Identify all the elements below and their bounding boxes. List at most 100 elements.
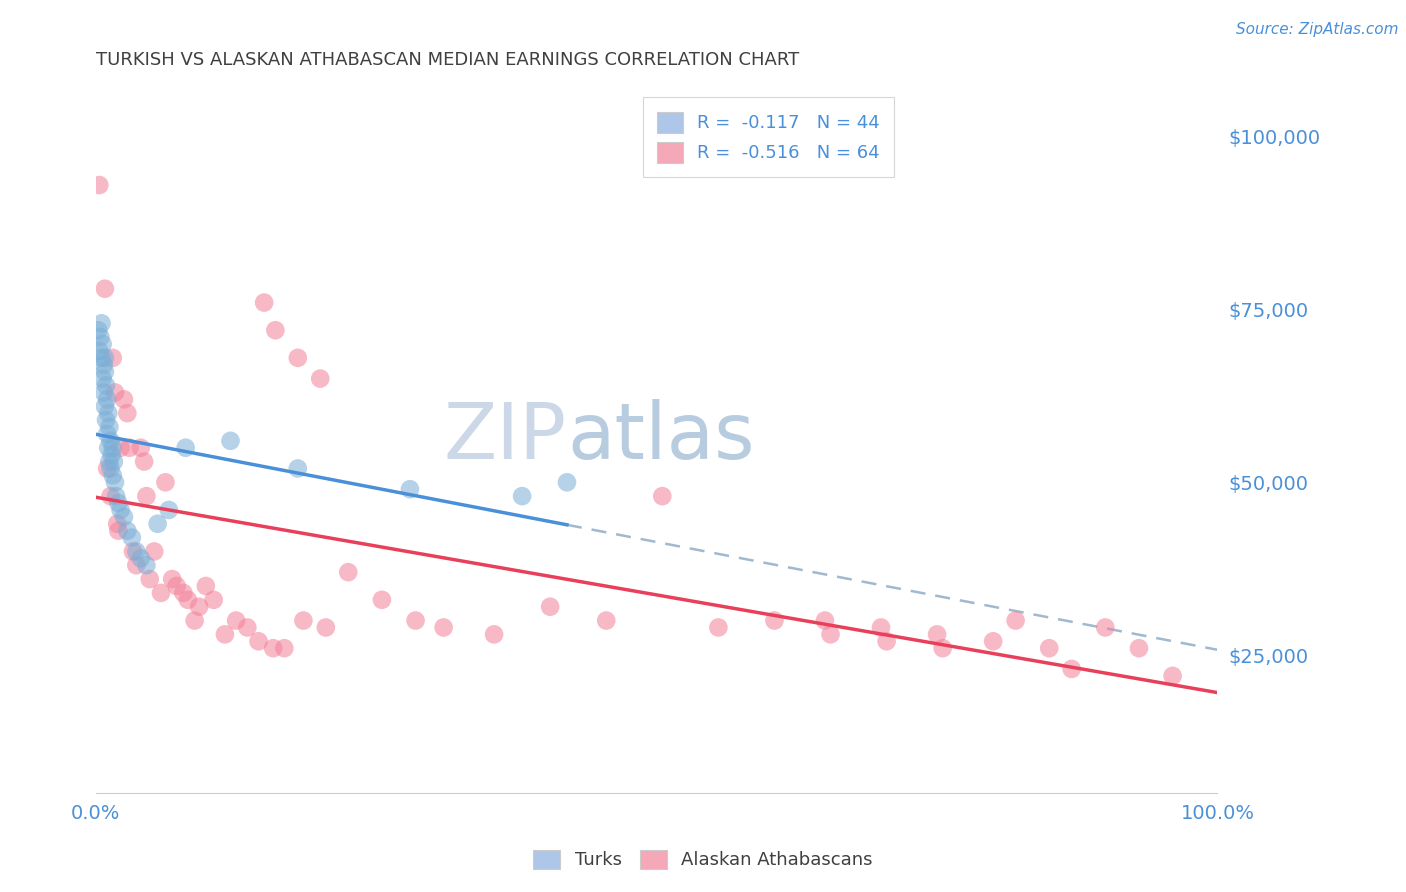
Point: [814, 614, 837, 628]
Point: [91, 371, 114, 385]
Point: [219, 434, 242, 448]
Point: [125, 544, 148, 558]
Point: [129, 441, 152, 455]
Point: [89, 330, 111, 344]
Point: [160, 572, 183, 586]
Point: [97, 406, 120, 420]
Point: [107, 524, 129, 538]
Point: [931, 641, 953, 656]
Text: ZIP: ZIP: [444, 400, 567, 475]
Point: [183, 614, 205, 628]
Point: [157, 503, 180, 517]
Point: [90, 351, 112, 365]
Point: [100, 448, 122, 462]
Point: [870, 620, 893, 634]
Point: [763, 614, 786, 628]
Point: [225, 614, 247, 628]
Point: [146, 516, 169, 531]
Text: atlas: atlas: [567, 400, 755, 475]
Point: [707, 620, 730, 634]
Point: [94, 282, 117, 296]
Point: [101, 351, 124, 365]
Point: [104, 475, 127, 490]
Point: [214, 627, 236, 641]
Text: Source: ZipAtlas.com: Source: ZipAtlas.com: [1236, 22, 1399, 37]
Point: [112, 392, 135, 407]
Point: [90, 316, 112, 330]
Point: [87, 323, 110, 337]
Point: [538, 599, 561, 614]
Point: [1128, 641, 1150, 656]
Point: [292, 614, 315, 628]
Point: [122, 544, 145, 558]
Point: [202, 592, 225, 607]
Point: [91, 337, 114, 351]
Point: [482, 627, 505, 641]
Point: [264, 323, 287, 337]
Point: [820, 627, 842, 641]
Point: [149, 586, 172, 600]
Point: [1060, 662, 1083, 676]
Point: [125, 558, 148, 573]
Point: [94, 399, 117, 413]
Point: [105, 489, 128, 503]
Point: [236, 620, 259, 634]
Point: [555, 475, 578, 490]
Point: [96, 461, 118, 475]
Point: [135, 558, 157, 573]
Point: [94, 365, 117, 379]
Point: [595, 614, 617, 628]
Point: [98, 420, 121, 434]
Point: [94, 351, 117, 365]
Point: [139, 572, 162, 586]
Point: [89, 343, 111, 358]
Point: [100, 434, 122, 448]
Point: [96, 392, 118, 407]
Point: [112, 509, 135, 524]
Point: [925, 627, 948, 641]
Point: [155, 475, 177, 490]
Point: [97, 441, 120, 455]
Point: [103, 454, 125, 468]
Point: [98, 454, 121, 468]
Point: [510, 489, 533, 503]
Point: [117, 524, 139, 538]
Point: [135, 489, 157, 503]
Point: [876, 634, 898, 648]
Legend: R =  -0.117   N = 44, R =  -0.516   N = 64: R = -0.117 N = 44, R = -0.516 N = 64: [643, 97, 894, 178]
Point: [247, 634, 270, 648]
Point: [174, 441, 197, 455]
Point: [262, 641, 284, 656]
Point: [110, 503, 132, 517]
Legend: Turks, Alaskan Athabascans: Turks, Alaskan Athabascans: [524, 841, 882, 879]
Point: [105, 516, 128, 531]
Point: [166, 579, 188, 593]
Point: [1004, 614, 1026, 628]
Point: [287, 351, 309, 365]
Point: [129, 551, 152, 566]
Point: [110, 441, 132, 455]
Point: [104, 385, 127, 400]
Point: [93, 385, 115, 400]
Point: [177, 592, 200, 607]
Point: [399, 482, 422, 496]
Point: [1161, 669, 1184, 683]
Point: [93, 358, 115, 372]
Point: [981, 634, 1004, 648]
Point: [96, 426, 118, 441]
Point: [117, 406, 139, 420]
Point: [143, 544, 166, 558]
Point: [309, 371, 332, 385]
Point: [371, 592, 394, 607]
Point: [101, 441, 124, 455]
Point: [1094, 620, 1116, 634]
Point: [405, 614, 427, 628]
Point: [651, 489, 673, 503]
Point: [134, 454, 156, 468]
Point: [315, 620, 337, 634]
Point: [89, 178, 111, 192]
Point: [253, 295, 276, 310]
Point: [118, 441, 141, 455]
Point: [194, 579, 217, 593]
Point: [1038, 641, 1060, 656]
